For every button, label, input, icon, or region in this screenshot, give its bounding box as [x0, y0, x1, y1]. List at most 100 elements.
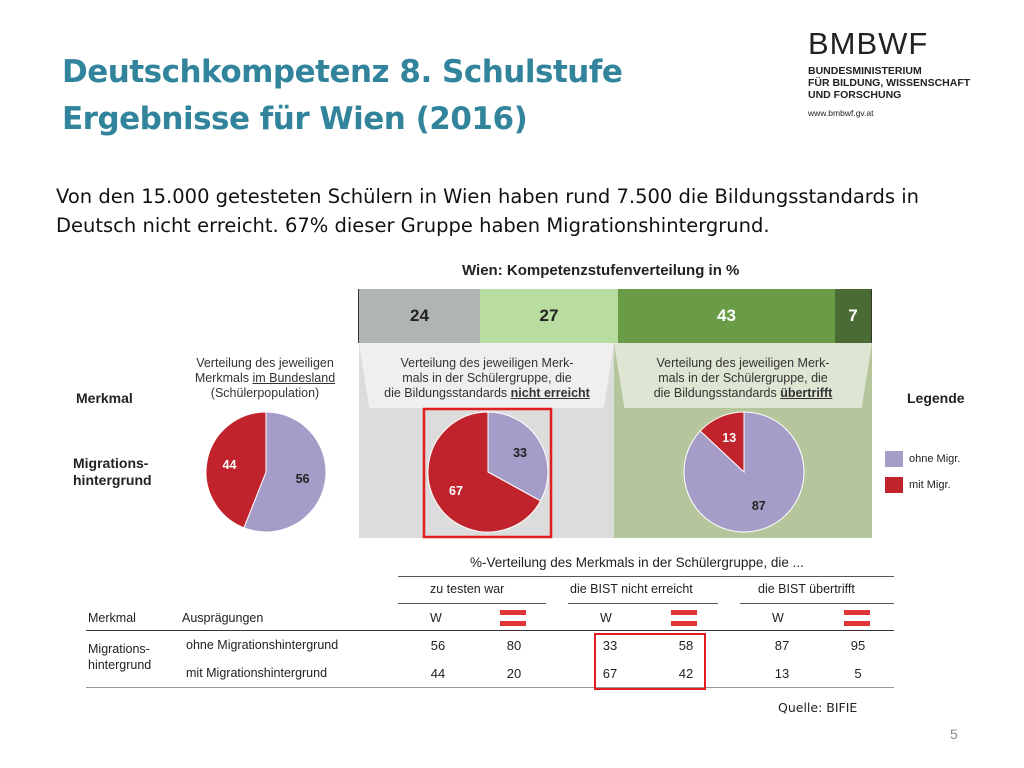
sub-header-w-1: W: [430, 611, 442, 625]
caption-bundesland: Verteilung des jeweiligen Merkmals im Bu…: [170, 356, 360, 401]
legend-swatch-ohne: [885, 451, 903, 467]
migrationshintergrund-label-line-1: Migrations-: [73, 455, 149, 471]
stacked-bar-segment-2: 27: [480, 289, 618, 343]
table-header-line: [86, 630, 894, 631]
table-title: %-Verteilung des Merkmals in der Schüler…: [470, 555, 804, 570]
group-header-1: zu testen war: [430, 582, 505, 596]
panel-uebertrifft-caption-bg: [614, 343, 872, 408]
caption-uebertrifft-line-3: die Bildungsstandards übertrifft: [617, 386, 869, 401]
pie-uebertrifft: 87 13: [683, 411, 805, 533]
table-cell: 33: [602, 638, 618, 653]
group-header-2: die BIST nicht erreicht: [570, 582, 693, 596]
pie-slice-mit-migr: [205, 411, 267, 529]
pie-data-label: 44: [223, 458, 237, 472]
table-bottom-line: [86, 687, 894, 688]
sub-header-w-2: W: [600, 611, 612, 625]
title-line-1: Deutschkompetenz 8. Schulstufe: [62, 54, 623, 90]
table-cell: 13: [774, 666, 790, 681]
legend-swatch-mit: [885, 477, 903, 493]
title-line-2: Ergebnisse für Wien (2016): [62, 101, 528, 137]
table-cell: 20: [506, 666, 522, 681]
table-merkmal-migration: Migrations- hintergrund: [88, 641, 151, 673]
table-merkmal-line-1: Migrations-: [88, 642, 150, 656]
sub-header-w-3: W: [772, 611, 784, 625]
caption-uebertrifft-line-1: Verteilung des jeweiligen Merk-: [656, 356, 830, 370]
stacked-bar-segment-1: 24: [359, 289, 480, 343]
pie-slice-mit-migr: [699, 411, 745, 474]
col-auspraegungen: Ausprägungen: [182, 611, 264, 625]
highlight-box-pie: [422, 407, 553, 539]
legende-label: Legende: [907, 390, 965, 406]
caption-nicht-erreicht: Verteilung des jeweiligen Merk- mals in …: [362, 356, 612, 401]
table-cell: 44: [430, 666, 446, 681]
logo-url: www.bmbwf.gv.at: [808, 108, 874, 118]
table-cell: 5: [854, 666, 862, 681]
pie-slice-ohne-migr: [243, 411, 327, 533]
table-cell: 87: [774, 638, 790, 653]
group-header-3: die BIST übertrifft: [758, 582, 855, 596]
table-cell: 56: [430, 638, 446, 653]
caption-uebertrifft: Verteilung des jeweiligen Merk- mals in …: [617, 356, 869, 401]
pie-data-label: 13: [722, 431, 736, 445]
panel-nicht-erreicht-caption-bg: [359, 343, 614, 408]
migrationshintergrund-label: Migrations- hintergrund: [73, 455, 152, 489]
pie-data-label: 33: [513, 446, 527, 460]
table-cell: 67: [602, 666, 618, 681]
caption-nicht-erreicht-line-1: Verteilung des jeweiligen Merk-: [400, 356, 574, 370]
table-merkmal-line-2: hintergrund: [88, 658, 152, 672]
stacked-bar-title: Wien: Kompetenzstufenverteilung in %: [462, 262, 740, 279]
table-cell: 58: [678, 638, 694, 653]
intro-line-2: Deutsch nicht erreicht. 67% dieser Grupp…: [56, 214, 770, 237]
legend-label-ohne: ohne Migr.: [909, 453, 961, 465]
pie-slice-mit-migr: [427, 411, 542, 533]
austria-flag-icon: [500, 610, 526, 626]
caption-bundesland-line-3: (Schülerpopulation): [210, 386, 320, 400]
logo-name: BMBWF: [808, 26, 929, 61]
group-underline-1: [398, 603, 546, 604]
logo-line-1: BUNDESMINISTERIUM: [808, 65, 922, 77]
legend-item-ohne: ohne Migr.: [885, 451, 960, 467]
table-top-line: [398, 576, 894, 577]
caption-uebertrifft-line-3-a: die Bildungsstandards: [653, 386, 777, 400]
caption-uebertrifft-line-3-b: übertrifft: [780, 386, 833, 400]
legend-item-mit: mit Migr.: [885, 477, 951, 493]
logo-line-2: FÜR BILDUNG, WISSENSCHAFT: [808, 77, 971, 89]
caption-bundesland-line-2: Merkmals im Bundesland: [170, 371, 360, 386]
caption-nicht-erreicht-line-3: die Bildungsstandards nicht erreicht: [362, 386, 612, 401]
caption-bundesland-line-2-a: Merkmals: [194, 371, 249, 385]
source-label: Quelle: BIFIE: [778, 700, 858, 715]
highlight-box-table: [594, 633, 706, 690]
group-underline-2: [568, 603, 718, 604]
stacked-bar-segment-3: 43: [618, 289, 835, 343]
intro-text: Von den 15.000 getesteten Schülern in Wi…: [56, 182, 996, 240]
caption-nicht-erreicht-line-2: mals in der Schülergruppe, die: [402, 371, 572, 385]
austria-flag-icon: [671, 610, 697, 626]
pie-data-label: 56: [296, 472, 310, 486]
stacked-bar-segment-4: 7: [835, 289, 871, 343]
page-number: 5: [950, 726, 958, 742]
merkmal-label: Merkmal: [76, 390, 133, 406]
table-cell: 95: [850, 638, 866, 653]
legend-label-mit: mit Migr.: [909, 479, 951, 491]
row-label-mit: mit Migrationshintergrund: [186, 666, 328, 680]
austria-flag-icon: [844, 610, 870, 626]
caption-uebertrifft-line-2: mals in der Schülergruppe, die: [658, 371, 828, 385]
caption-bundesland-line-2-b: im Bundesland: [252, 371, 336, 385]
pie-bundesland: 56 44: [205, 411, 327, 533]
pie-data-label: 67: [449, 484, 463, 498]
pie-nicht-erreicht: 33 67: [427, 411, 549, 533]
pie-data-label: 87: [752, 499, 766, 513]
caption-bundesland-line-1: Verteilung des jeweiligen: [196, 356, 334, 370]
logo-line-3: UND FORSCHUNG: [808, 89, 902, 101]
group-underline-3: [740, 603, 894, 604]
caption-nicht-erreicht-line-3-a: die Bildungsstandards: [384, 386, 508, 400]
table-cell: 80: [506, 638, 522, 653]
intro-line-1: Von den 15.000 getesteten Schülern in Wi…: [56, 185, 919, 208]
col-merkmal: Merkmal: [88, 611, 136, 625]
pie-slice-ohne-migr: [487, 411, 549, 502]
caption-nicht-erreicht-line-3-b: nicht erreicht: [510, 386, 590, 400]
migrationshintergrund-label-line-2: hintergrund: [73, 472, 152, 488]
row-label-ohne: ohne Migrationshintergrund: [186, 638, 339, 652]
table-cell: 42: [678, 666, 694, 681]
